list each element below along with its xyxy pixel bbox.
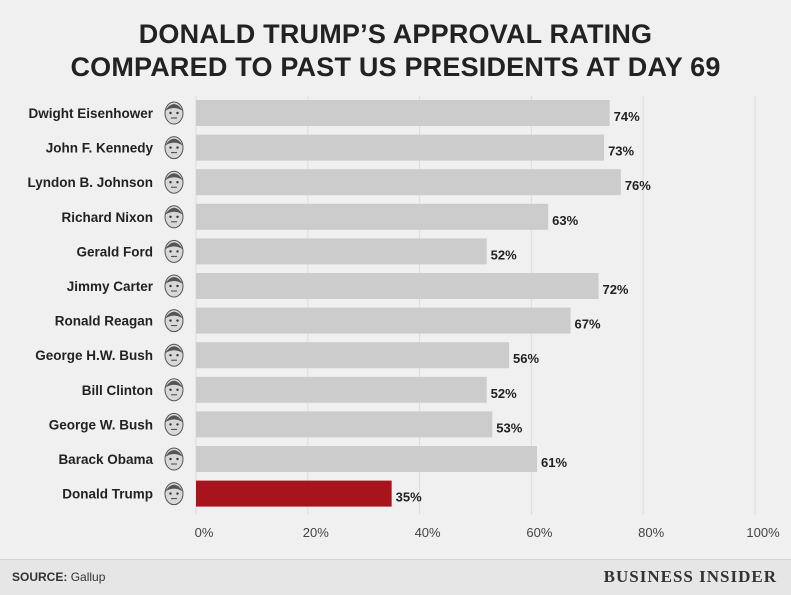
chart-title: DONALD TRUMP’S APPROVAL RATING COMPARED … [0, 18, 791, 84]
bar-gerald-ford [196, 238, 487, 265]
chart-title-line-2: COMPARED TO PAST US PRESIDENTS AT DAY 69 [70, 52, 721, 82]
category-label-richard-nixon: Richard Nixon [61, 210, 153, 225]
category-label-ronald-reagan: Ronald Reagan [55, 314, 153, 329]
bar-bill-clinton [196, 376, 487, 403]
value-label-george-w-bush: 53% [496, 420, 522, 435]
bar-george-h-w-bush [196, 342, 510, 369]
value-label-barack-obama: 61% [541, 455, 567, 470]
category-label-barack-obama: Barack Obama [58, 452, 153, 467]
value-label-dwight-eisenhower: 74% [614, 109, 640, 124]
portrait-icon-bill-clinton [164, 378, 184, 402]
bar-jimmy-carter [196, 273, 599, 299]
bar-barack-obama [196, 446, 537, 472]
x-tick-label-3: 60% [526, 525, 552, 540]
category-label-gerald-ford: Gerald Ford [76, 244, 153, 259]
bar-chart: Dwight Eisenhower 74% John F. Kennedy 73% Ly… [28, 96, 780, 540]
portrait-icon-john-f-kennedy [164, 136, 184, 160]
bar-george-w-bush [196, 411, 493, 438]
category-label-jimmy-carter: Jimmy Carter [67, 279, 154, 294]
source-label: SOURCE: [12, 570, 68, 584]
bar-john-f-kennedy [196, 134, 605, 161]
portrait-icon-dwight-eisenhower [164, 101, 184, 125]
portrait-icon-lyndon-b-johnson [164, 170, 184, 194]
x-tick-label-4: 80% [638, 525, 664, 540]
value-label-richard-nixon: 63% [552, 213, 578, 228]
footer: SOURCE: Gallup BUSINESS INSIDER [0, 559, 791, 595]
portrait-icon-george-h-w-bush [164, 343, 184, 367]
brand-logo: BUSINESS INSIDER [603, 567, 777, 586]
source-value: Gallup [70, 570, 106, 584]
portrait-icon-richard-nixon [164, 205, 184, 229]
category-label-donald-trump: Donald Trump [62, 487, 153, 502]
chart-title-line-1: DONALD TRUMP’S APPROVAL RATING [138, 19, 653, 49]
source-note: SOURCE: Gallup [12, 570, 105, 584]
x-tick-label-1: 20% [303, 525, 329, 540]
bar-lyndon-b-johnson [196, 169, 621, 196]
x-tick-label-0: 0% [195, 525, 214, 540]
category-label-lyndon-b-johnson: Lyndon B. Johnson [28, 175, 154, 190]
value-label-lyndon-b-johnson: 76% [625, 178, 651, 193]
bar-dwight-eisenhower [196, 100, 610, 126]
value-label-jimmy-carter: 72% [602, 282, 628, 297]
x-tick-label-5: 100% [746, 525, 780, 540]
portrait-icon-donald-trump [164, 482, 184, 506]
value-label-gerald-ford: 52% [491, 247, 517, 262]
bar-richard-nixon [196, 203, 549, 230]
category-label-john-f-kennedy: John F. Kennedy [46, 141, 154, 156]
value-label-john-f-kennedy: 73% [608, 144, 634, 159]
portrait-icon-george-w-bush [164, 412, 184, 436]
value-label-donald-trump: 35% [396, 490, 422, 505]
category-label-george-h-w-bush: George H.W. Bush [35, 348, 153, 363]
portrait-icon-gerald-ford [164, 239, 184, 263]
value-label-george-h-w-bush: 56% [513, 351, 539, 366]
x-tick-label-2: 40% [415, 525, 441, 540]
portrait-icon-barack-obama [164, 447, 184, 471]
bar-donald-trump [196, 480, 392, 507]
category-label-george-w-bush: George W. Bush [49, 417, 153, 432]
category-label-bill-clinton: Bill Clinton [82, 383, 153, 398]
bar-ronald-reagan [196, 307, 571, 334]
portrait-icon-ronald-reagan [164, 309, 184, 333]
category-label-dwight-eisenhower: Dwight Eisenhower [28, 106, 153, 121]
value-label-ronald-reagan: 67% [575, 317, 601, 332]
portrait-icon-jimmy-carter [164, 274, 184, 298]
value-label-bill-clinton: 52% [491, 386, 517, 401]
